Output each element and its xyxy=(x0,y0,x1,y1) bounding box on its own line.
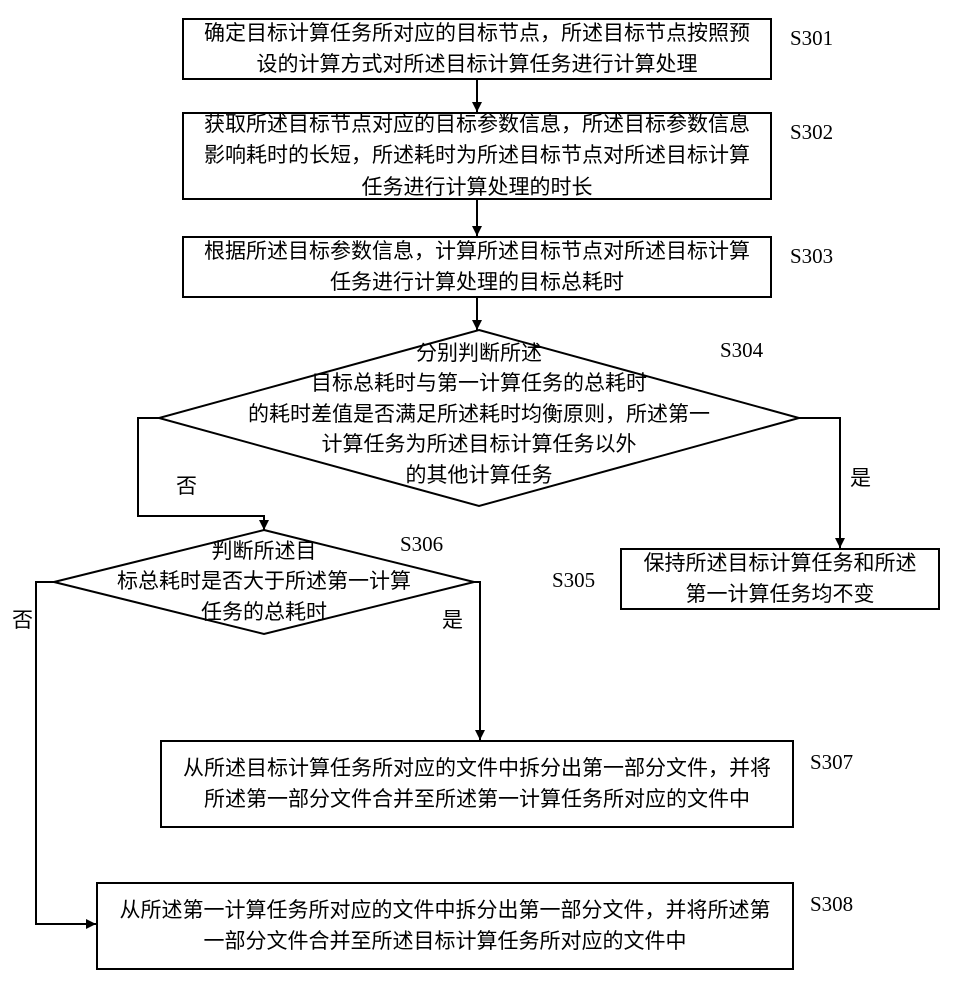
node-s308-text: 从所述第一计算任务所对应的文件中拆分出第一部分文件，并将所述第一部分文件合并至所… xyxy=(112,895,778,958)
edge-label-s306-no: 否 xyxy=(12,604,33,634)
node-s301: 确定目标计算任务所对应的目标节点，所述目标节点按照预设的计算方式对所述目标计算任… xyxy=(182,18,772,80)
node-s304: 分别判断所述 目标总耗时与第一计算任务的总耗时 的耗时差值是否满足所述耗时均衡原… xyxy=(159,330,799,506)
node-s302: 获取所述目标节点对应的目标参数信息，所述目标参数信息影响耗时的长短，所述耗时为所… xyxy=(182,112,772,200)
node-s301-text: 确定目标计算任务所对应的目标节点，所述目标节点按照预设的计算方式对所述目标计算任… xyxy=(198,18,756,81)
node-s307: 从所述目标计算任务所对应的文件中拆分出第一部分文件，并将所述第一部分文件合并至所… xyxy=(160,740,794,828)
node-s305-text: 保持所述目标计算任务和所述第一计算任务均不变 xyxy=(636,548,924,611)
node-s304-text: 分别判断所述 目标总耗时与第一计算任务的总耗时 的耗时差值是否满足所述耗时均衡原… xyxy=(159,338,799,490)
node-s305: 保持所述目标计算任务和所述第一计算任务均不变 xyxy=(620,548,940,610)
node-s308: 从所述第一计算任务所对应的文件中拆分出第一部分文件，并将所述第一部分文件合并至所… xyxy=(96,882,794,970)
label-s304: S304 xyxy=(720,338,763,363)
label-s308: S308 xyxy=(810,892,853,917)
edge-s304-s305 xyxy=(799,418,840,548)
node-s303-text: 根据所述目标参数信息，计算所述目标节点对所述目标计算任务进行计算处理的目标总耗时 xyxy=(198,236,756,299)
edge-label-s304-yes: 是 xyxy=(850,462,871,492)
label-s306: S306 xyxy=(400,532,443,557)
edge-s306-s307 xyxy=(474,582,480,740)
edge-label-s304-no: 否 xyxy=(176,470,197,500)
label-s302: S302 xyxy=(790,120,833,145)
label-s303: S303 xyxy=(790,244,833,269)
node-s302-text: 获取所述目标节点对应的目标参数信息，所述目标参数信息影响耗时的长短，所述耗时为所… xyxy=(198,109,756,204)
label-s307: S307 xyxy=(810,750,853,775)
node-s303: 根据所述目标参数信息，计算所述目标节点对所述目标计算任务进行计算处理的目标总耗时 xyxy=(182,236,772,298)
edge-label-s306-yes: 是 xyxy=(442,604,463,634)
node-s307-text: 从所述目标计算任务所对应的文件中拆分出第一部分文件，并将所述第一部分文件合并至所… xyxy=(176,753,778,816)
label-s305: S305 xyxy=(552,568,595,593)
label-s301: S301 xyxy=(790,26,833,51)
flowchart-canvas: 确定目标计算任务所对应的目标节点，所述目标节点按照预设的计算方式对所述目标计算任… xyxy=(0,0,955,1000)
